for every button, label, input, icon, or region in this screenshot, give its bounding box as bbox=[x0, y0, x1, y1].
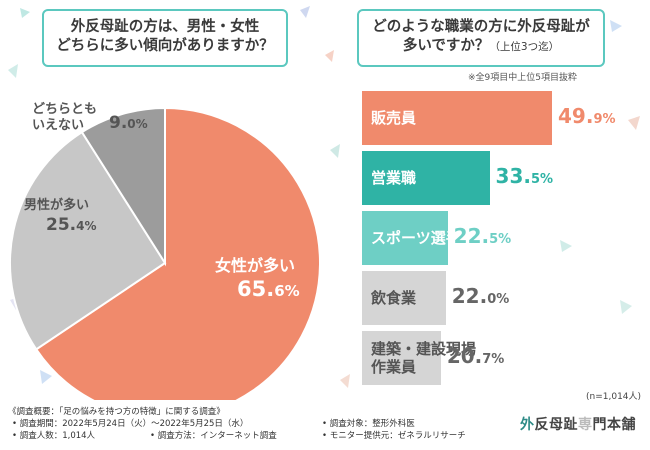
survey-people: • 調査人数：1,014人 bbox=[12, 431, 96, 441]
female-value-dec: 6% bbox=[274, 282, 300, 300]
survey-method: • 調査方法：インターネット調査 bbox=[150, 431, 277, 441]
right-question-box: どのような職業の方に外反母趾が 多いですか？（上位3つ迄） bbox=[357, 9, 605, 67]
bar-athlete: スポーツ選手 bbox=[362, 211, 461, 265]
male-value-dec: 4% bbox=[76, 219, 97, 233]
bar-sales-value: 49.9% bbox=[558, 104, 616, 128]
male-value: 25. bbox=[46, 215, 77, 235]
brand-logo: 外反母趾専門本舗 bbox=[520, 417, 636, 433]
pie-slice-male bbox=[9, 130, 167, 351]
bar-food-label: 飲食業 bbox=[371, 289, 417, 307]
left-question-box: 外反母趾の方は、男性・女性 どちらに多い傾向がありますか？ bbox=[42, 9, 288, 67]
pie-value-neither: 9.0% bbox=[109, 112, 148, 135]
bar-sales-staff-label: 営業職 bbox=[371, 169, 417, 187]
survey-overview: 《調査概要：「足の悩みを持つ方の特徴」に関する調査》 bbox=[8, 407, 225, 417]
neither-label-line2: いえない bbox=[32, 118, 85, 133]
right-question-sub: （上位3つ迄） bbox=[489, 41, 560, 53]
survey-monitor: • モニター提供元：ゼネラルリサーチ bbox=[322, 431, 466, 441]
male-label: 男性が多い bbox=[24, 198, 90, 213]
pie-slice-female bbox=[34, 106, 321, 400]
pie-label-neither: どちらとも いえない bbox=[32, 102, 97, 134]
bar-construction-label-line2: 作業員 bbox=[371, 358, 417, 376]
sample-size-note: (n=1,014人) bbox=[586, 392, 642, 402]
bar-sales-staff-value: 33.5% bbox=[495, 164, 554, 188]
left-question-line1: 外反母趾の方は、男性・女性 bbox=[70, 19, 260, 35]
bar-construction: 建築・建設現場 作業員 bbox=[362, 331, 476, 385]
left-question-line2: どちらに多い傾向がありますか？ bbox=[56, 38, 274, 54]
top-note: ※全9項目中上位5項目抜粋 bbox=[468, 73, 577, 83]
bar-food-value: 22.0% bbox=[451, 284, 510, 308]
bar-construction-value: 20.7% bbox=[446, 344, 505, 368]
survey-target: • 調査対象：整形外科医 bbox=[322, 419, 415, 429]
pie-chart bbox=[9, 106, 321, 400]
bar-construction-label-line1: 建築・建設現場 bbox=[371, 340, 477, 358]
bar-sales-label: 販売員 bbox=[371, 109, 417, 127]
bar-athlete-value: 22.5% bbox=[453, 224, 512, 248]
bar-sales-staff: 営業職 bbox=[362, 151, 490, 205]
pie-label-female: 女性が多い 65.6% bbox=[215, 256, 300, 304]
neither-label-line1: どちらとも bbox=[32, 102, 98, 117]
female-value: 65. bbox=[237, 277, 275, 301]
bar-sales: 販売員 bbox=[362, 91, 552, 145]
neither-value-dec: 0% bbox=[127, 117, 148, 131]
neither-value: 9. bbox=[109, 113, 128, 133]
pie-label-male: 男性が多い 25.4% bbox=[24, 198, 97, 237]
female-label: 女性が多い bbox=[215, 256, 296, 275]
right-question-line1: どのような職業の方に外反母趾が bbox=[372, 19, 590, 35]
pie-slice-neither bbox=[80, 106, 166, 267]
survey-period: • 調査期間：2022年5月24日（火）〜2022年5月25日（水） bbox=[12, 419, 249, 429]
bar-athlete-label: スポーツ選手 bbox=[371, 229, 461, 247]
bar-food: 飲食業 bbox=[362, 271, 446, 325]
right-question-line2: 多いですか？ bbox=[402, 38, 490, 54]
